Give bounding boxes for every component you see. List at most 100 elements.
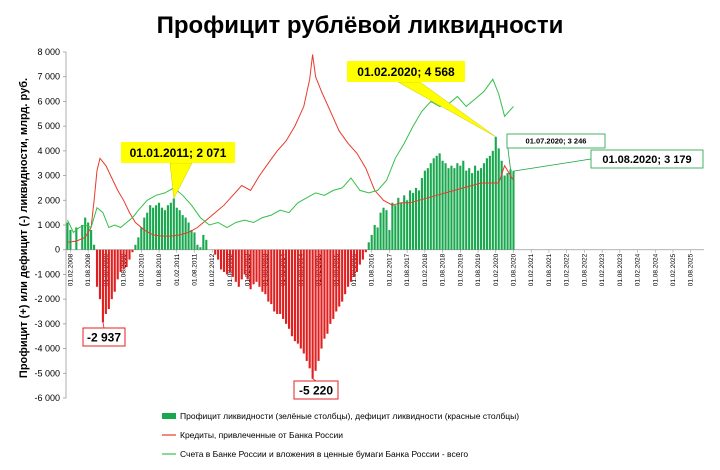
deficit-bar — [341, 249, 344, 302]
deficit-bar — [276, 249, 279, 314]
legend-swatch-bar — [162, 413, 176, 419]
callout-box — [121, 142, 235, 163]
surplus-bar — [187, 222, 190, 250]
surplus-bar — [388, 229, 391, 250]
surplus-bar — [163, 210, 167, 250]
annotations: 01.01.2011; 2 071 01.02.2020; 4 568 01.07.… — [82, 61, 704, 400]
deficit-bar — [296, 249, 299, 344]
x-tick-label: 01.08.2010 — [156, 253, 163, 286]
surplus-bar — [450, 165, 453, 250]
deficit-bar — [314, 249, 317, 371]
surplus-bar — [506, 173, 509, 250]
x-tick-label: 01.02.2024 — [635, 253, 642, 286]
deficit-bar — [214, 249, 217, 255]
surplus-bar — [509, 169, 512, 250]
surplus-bar — [152, 207, 155, 250]
surplus-bar — [397, 197, 400, 250]
callout-pointer — [169, 162, 193, 200]
x-tick-label: 01.02.2023 — [599, 253, 606, 286]
surplus-bar — [459, 165, 462, 250]
x-tick-label: 01.02.2022 — [564, 253, 571, 286]
deficit-bar — [249, 249, 252, 290]
deficit-bar — [302, 249, 305, 354]
surplus-bar — [482, 163, 486, 250]
deficit-bar — [231, 249, 234, 277]
x-tick-label: 01.02.2020 — [493, 253, 500, 286]
surplus-bar — [140, 227, 143, 250]
x-tick-label: 01.08.2024 — [652, 253, 659, 286]
surplus-bar — [166, 205, 169, 250]
surplus-bar — [409, 190, 412, 250]
surplus-bar — [376, 227, 379, 250]
deficit-bar — [217, 249, 220, 260]
y-axis-label: Профицит (+) или дефицит (-) ликвидности… — [18, 78, 30, 378]
surplus-bar — [406, 200, 409, 250]
surplus-bar — [69, 229, 72, 250]
deficit-bar — [261, 249, 264, 292]
x-tick-label: 01.08.2023 — [617, 253, 624, 286]
deficit-bar — [101, 249, 104, 323]
surplus-bar — [512, 171, 515, 250]
callout-box — [293, 380, 339, 400]
deficit-bar — [282, 249, 285, 319]
surplus-bar — [479, 168, 483, 250]
surplus-bar — [149, 205, 152, 250]
surplus-bar — [370, 234, 373, 250]
surplus-bar — [181, 215, 184, 250]
deficit-bar — [349, 249, 353, 282]
surplus-bar — [84, 217, 87, 250]
deficit-bar — [317, 249, 320, 361]
deficit-bar — [110, 249, 113, 300]
surplus-bar — [155, 205, 158, 250]
x-tick-label: 01.08.2025 — [688, 253, 695, 286]
deficit-bar — [95, 249, 99, 287]
deficit-bar — [338, 249, 341, 307]
deficit-bar — [270, 249, 273, 305]
surplus-bar — [429, 163, 432, 250]
deficit-bar — [222, 249, 226, 272]
y-tick-label: -1 000 — [34, 269, 60, 279]
callout-pointer — [102, 322, 105, 329]
legend-label: Счета в Банке России и вложения в ценные… — [180, 449, 468, 459]
surplus-bar — [373, 225, 376, 250]
legend: Профицит ликвидности (зелёные столбцы), … — [162, 411, 519, 459]
deficit-bar — [258, 249, 261, 287]
deficit-bar — [361, 249, 364, 260]
deficit-bar — [98, 249, 102, 300]
deficit-bar — [255, 249, 258, 282]
y-tick-label: -6 000 — [34, 393, 60, 403]
deficit-bar — [358, 249, 361, 265]
callout-label: -5 220 — [299, 383, 333, 397]
y-tick-label: 0 — [55, 245, 60, 255]
deficit-bar — [308, 249, 311, 369]
surplus-bar — [81, 225, 84, 250]
x-tick-label: 01.08.2018 — [440, 253, 447, 286]
deficit-bar — [252, 249, 255, 285]
x-tick-label: 01.02.2017 — [386, 253, 393, 286]
chart-title: Профицит рублёвой ликвидности — [157, 12, 564, 39]
deficit-bar — [329, 249, 332, 324]
deficit-bar — [335, 249, 338, 312]
x-tick-label: 01.02.2025 — [670, 253, 677, 286]
deficit-bar — [352, 249, 356, 277]
surplus-bar — [367, 242, 370, 250]
surplus-bar — [66, 222, 69, 250]
axes: -6 000 -5 000 -4 000 -3 000 -2 000 -1 000 0 1 0… — [34, 47, 704, 403]
surplus-bar — [432, 158, 435, 250]
surplus-bar — [485, 158, 488, 250]
surplus-bar — [385, 210, 388, 250]
y-tick-label: 7 000 — [37, 72, 60, 82]
callout-pointer — [397, 81, 496, 138]
surplus-bar — [411, 192, 415, 250]
surplus-bar — [488, 155, 491, 250]
y-tick-label: 6 000 — [37, 96, 60, 106]
deficit-bar — [246, 249, 249, 280]
surplus-bar — [494, 136, 497, 250]
surplus-bar — [465, 170, 468, 250]
callout-label: 01.01.2011; 2 071 — [130, 146, 227, 160]
surplus-bar — [441, 160, 444, 250]
legend-label: Кредиты, привлеченные от Банка России — [180, 430, 343, 440]
deficit-bar — [279, 249, 282, 314]
surplus-bar — [92, 244, 96, 250]
x-tick-label: 01.02.2018 — [422, 253, 429, 286]
